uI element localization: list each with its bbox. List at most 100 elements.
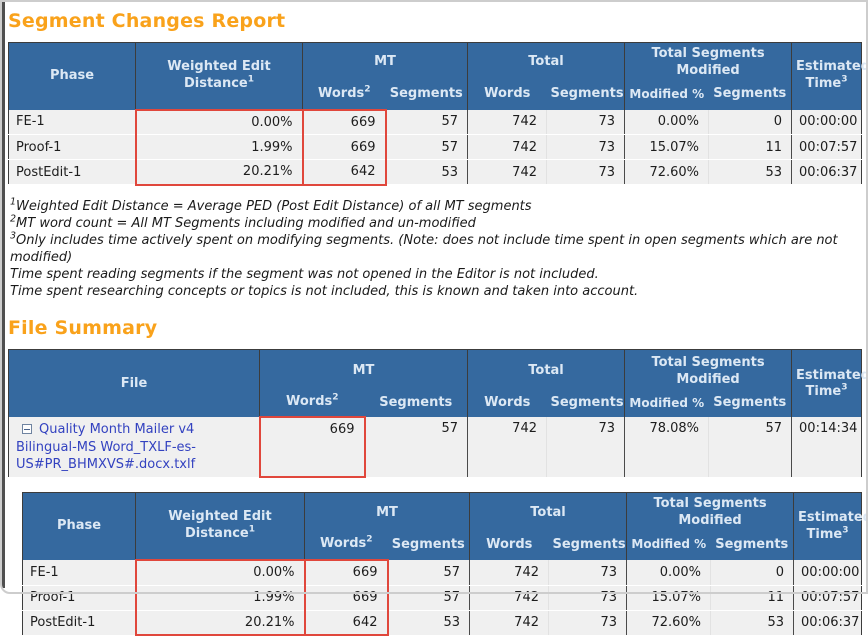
cell-phase: Proof-1 bbox=[8, 134, 136, 161]
cell-total-segments: 73 bbox=[547, 585, 627, 611]
col-header-phase: Phase bbox=[22, 492, 136, 561]
cell-total-words: 742 bbox=[467, 159, 547, 186]
cell-estimated-time: 00:06:37 bbox=[791, 159, 862, 186]
file-summary-table: File MT Total Total Segments Modified Es… bbox=[8, 348, 868, 479]
footnote-line: Time spent researching concepts or topic… bbox=[10, 284, 639, 300]
collapse-icon[interactable] bbox=[22, 424, 32, 435]
cell-mt-words: 669 bbox=[303, 559, 389, 586]
cell-total-words: 742 bbox=[467, 134, 547, 161]
col-header-total-words: Words bbox=[467, 391, 547, 418]
col-group-total-segments-modified: Total Segments Modified bbox=[626, 492, 794, 534]
col-group-mt: MT bbox=[304, 492, 470, 534]
col-header-mt-words: Words2 bbox=[302, 82, 386, 110]
col-group-mt: MT bbox=[302, 42, 468, 83]
col-header-mt-segments: Segments bbox=[364, 391, 468, 418]
footnote-line: Time spent reading segments if the segme… bbox=[10, 267, 599, 283]
cell-total-segments: 73 bbox=[545, 417, 625, 478]
cell-total-words: 742 bbox=[469, 560, 549, 586]
col-group-mt: MT bbox=[259, 349, 468, 392]
col-header-modified-segments: Segments bbox=[708, 82, 792, 110]
cell-total-words: 742 bbox=[467, 417, 547, 478]
cell-estimated-time: 00:07:57 bbox=[791, 134, 862, 161]
cell-total-segments: 73 bbox=[547, 610, 627, 636]
file-link[interactable]: Quality Month Mailer v4 Bilingual-MS Wor… bbox=[16, 422, 196, 473]
cell-modified-pct: 0.00% bbox=[624, 109, 709, 136]
cell-total-segments: 73 bbox=[547, 560, 627, 586]
file-phase-detail-table: Phase Weighted Edit Distance1 MT Total T… bbox=[22, 492, 868, 636]
cell-modified-pct: 15.07% bbox=[626, 585, 711, 611]
col-group-total: Total bbox=[466, 349, 625, 392]
col-header-total-segments: Segments bbox=[548, 533, 627, 561]
cell-modified-segments: 0 bbox=[708, 109, 792, 136]
table-row: FE-1 0.00% 669 57 742 73 0.00% 0 00:00:0… bbox=[8, 108, 862, 136]
col-group-total-segments-modified: Total Segments Modified bbox=[624, 42, 792, 83]
col-header-modified-pct: Modified % bbox=[626, 533, 711, 561]
footnote-line: 3Only includes time actively spent on mo… bbox=[10, 230, 838, 266]
cell-total-segments: 73 bbox=[545, 109, 625, 136]
col-header-mt-segments: Segments bbox=[385, 82, 468, 110]
col-header-total-words: Words bbox=[467, 82, 547, 110]
cell-estimated-time: 00:07:57 bbox=[793, 585, 862, 611]
col-header-file: File bbox=[8, 349, 260, 418]
cell-wed: 0.00% bbox=[134, 559, 306, 586]
col-header-weighted-edit-distance: Weighted Edit Distance1 bbox=[135, 42, 303, 110]
col-group-total: Total bbox=[466, 42, 625, 83]
segment-changes-title: Segment Changes Report bbox=[8, 10, 286, 32]
footnote-line: 2MT word count = All MT Segments includi… bbox=[10, 213, 476, 231]
cell-estimated-time: 00:00:00 bbox=[793, 560, 862, 586]
footnote-line: 1Weighted Edit Distance = Average PED (P… bbox=[10, 196, 532, 214]
col-header-estimated-time: Estimated Time3 bbox=[793, 492, 868, 561]
table-row: Proof-1 1.99% 669 57 742 73 15.07% 11 00… bbox=[8, 134, 862, 161]
cell-file-name: Quality Month Mailer v4 Bilingual-MS Wor… bbox=[8, 417, 260, 478]
cell-modified-pct: 15.07% bbox=[624, 134, 709, 161]
cell-mt-segments: 53 bbox=[385, 159, 468, 186]
cell-mt-segments: 57 bbox=[387, 560, 470, 586]
cell-modified-segments: 11 bbox=[708, 134, 792, 161]
cell-total-segments: 73 bbox=[545, 159, 625, 186]
col-header-total-words: Words bbox=[469, 533, 549, 561]
cell-mt-words: 669 bbox=[258, 416, 366, 479]
cell-mt-words: 642 bbox=[303, 610, 389, 636]
cell-modified-pct: 72.60% bbox=[624, 159, 709, 186]
cell-mt-words: 642 bbox=[301, 159, 387, 186]
cell-modified-pct: 72.60% bbox=[626, 610, 711, 636]
col-group-total-segments-modified: Total Segments Modified bbox=[624, 349, 792, 392]
cell-modified-segments: 0 bbox=[710, 560, 794, 586]
cell-estimated-time: 00:00:00 bbox=[791, 109, 862, 136]
col-header-estimated-time: Estimated Time3 bbox=[791, 349, 868, 418]
cell-modified-segments: 53 bbox=[708, 159, 792, 186]
segment-changes-table: Phase Weighted Edit Distance1 MT Total T… bbox=[8, 42, 868, 186]
cell-wed: 20.21% bbox=[134, 610, 306, 636]
cell-total-words: 742 bbox=[467, 109, 547, 136]
cell-estimated-time: 00:06:37 bbox=[793, 610, 862, 636]
cell-phase: Proof-1 bbox=[22, 585, 136, 611]
table-row: PostEdit-1 20.21% 642 53 742 73 72.60% 5… bbox=[22, 610, 862, 636]
col-header-mt-words: Words2 bbox=[259, 391, 365, 418]
footnotes: 1Weighted Edit Distance = Average PED (P… bbox=[10, 196, 860, 301]
col-header-total-segments: Segments bbox=[546, 391, 625, 418]
cell-phase: PostEdit-1 bbox=[22, 610, 136, 636]
col-header-weighted-edit-distance: Weighted Edit Distance1 bbox=[135, 492, 305, 561]
cell-phase: FE-1 bbox=[22, 560, 136, 586]
col-header-modified-segments: Segments bbox=[708, 391, 792, 418]
cell-estimated-time: 00:14:34 bbox=[791, 417, 862, 478]
cell-phase: PostEdit-1 bbox=[8, 159, 136, 186]
table-row: PostEdit-1 20.21% 642 53 742 73 72.60% 5… bbox=[8, 159, 862, 186]
table-row: Proof-1 1.99% 669 57 742 73 15.07% 11 00… bbox=[22, 585, 862, 611]
cell-modified-pct: 78.08% bbox=[624, 417, 709, 478]
col-header-modified-segments: Segments bbox=[710, 533, 794, 561]
window-left-edge bbox=[2, 0, 5, 588]
cell-total-words: 742 bbox=[469, 585, 549, 611]
col-group-total: Total bbox=[468, 492, 627, 534]
table-row: FE-1 0.00% 669 57 742 73 0.00% 0 00:00:0… bbox=[22, 559, 862, 586]
cell-wed: 1.99% bbox=[134, 585, 306, 611]
cell-mt-segments: 57 bbox=[385, 109, 468, 136]
cell-modified-pct: 0.00% bbox=[626, 560, 711, 586]
cell-wed: 20.21% bbox=[134, 159, 304, 186]
cell-wed: 1.99% bbox=[134, 134, 304, 161]
cell-modified-segments: 57 bbox=[708, 417, 792, 478]
cell-mt-words: 669 bbox=[301, 108, 387, 136]
file-summary-title: File Summary bbox=[8, 316, 158, 339]
cell-phase: FE-1 bbox=[8, 109, 136, 136]
